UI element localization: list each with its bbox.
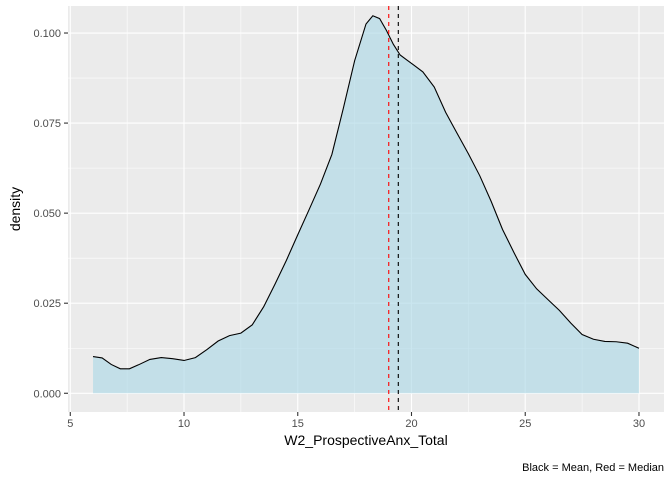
x-axis-title: W2_ProspectiveAnx_Total bbox=[284, 432, 447, 448]
reference-lines bbox=[388, 6, 399, 412]
x-tick-label: 20 bbox=[405, 418, 417, 430]
x-tick-label: 10 bbox=[178, 418, 190, 430]
x-tick-label: 5 bbox=[67, 418, 73, 430]
x-tick-label: 25 bbox=[519, 418, 531, 430]
y-tick-label: 0.000 bbox=[33, 388, 61, 400]
y-tick-label: 0.025 bbox=[33, 298, 61, 310]
density-area bbox=[93, 15, 639, 394]
x-tick-label: 30 bbox=[633, 418, 645, 430]
y-tick-label: 0.050 bbox=[33, 208, 61, 220]
y-tick-label: 0.100 bbox=[33, 28, 61, 40]
y-tick-label: 0.075 bbox=[33, 118, 61, 130]
chart-caption: Black = Mean, Red = Median bbox=[522, 462, 664, 474]
x-tick-label: 15 bbox=[292, 418, 304, 430]
density-line bbox=[92, 15, 640, 370]
y-axis-title: density bbox=[7, 187, 23, 231]
y-axis: 0.000 0.025 0.050 0.075 0.100 bbox=[33, 28, 68, 400]
x-axis: 5 10 15 20 25 30 bbox=[67, 412, 645, 430]
